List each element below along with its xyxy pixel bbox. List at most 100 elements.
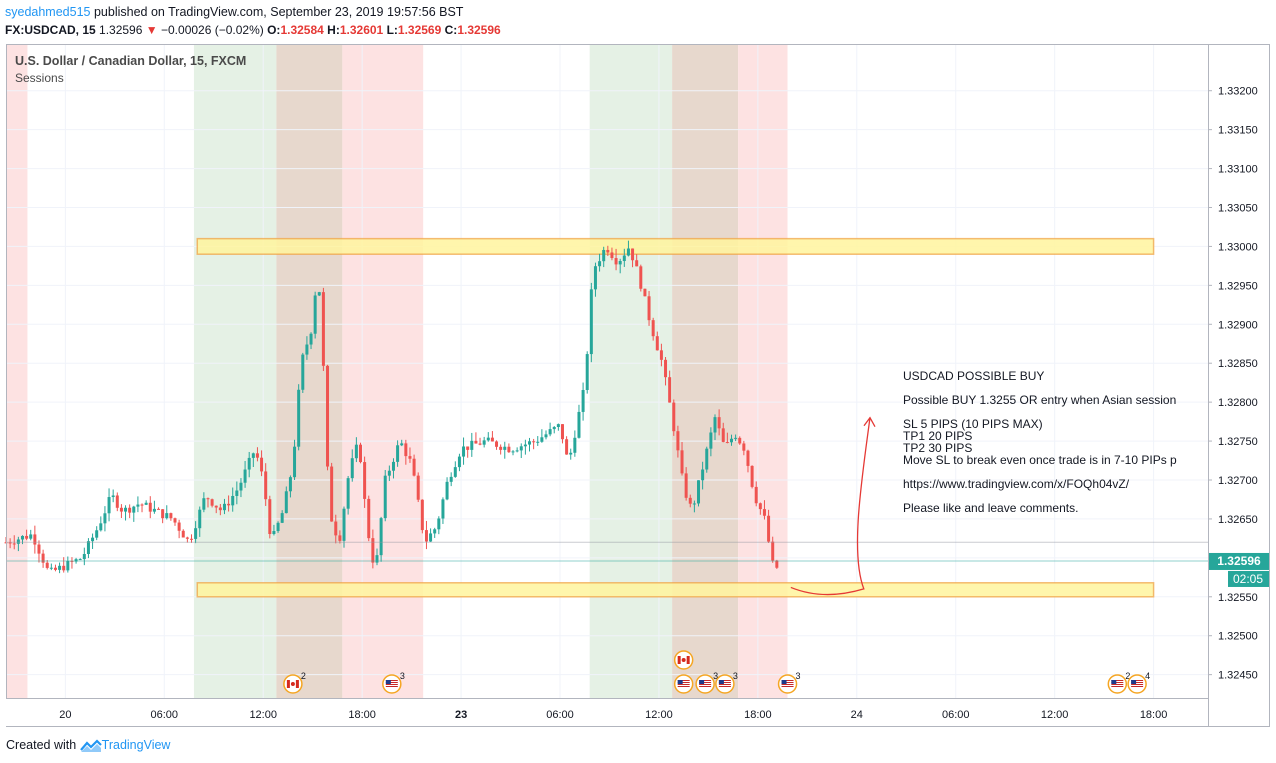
candle-body [169, 513, 173, 519]
flag-stripe [718, 684, 731, 685]
candle-body [565, 439, 569, 455]
flag-stripe [781, 682, 794, 683]
change-arrow-icon: ▼ [145, 23, 158, 37]
x-tick-label: 18:00 [1140, 709, 1168, 721]
candle-body [194, 528, 198, 539]
candle-body [210, 499, 214, 506]
flag-stripe [385, 682, 398, 683]
candle-body [639, 266, 643, 289]
candle-body [713, 417, 717, 433]
candle-body [165, 513, 169, 519]
candle-body [556, 424, 560, 428]
candle-body [404, 443, 408, 457]
y-tick-label: 1.32700 [1218, 475, 1258, 487]
flag-stripe [1111, 684, 1124, 685]
candle-body [330, 466, 334, 522]
candle-body [738, 437, 742, 444]
candle-body [379, 518, 383, 556]
flag-stripe [677, 686, 690, 687]
note-line-2: SL 5 PIPS (10 PIPS MAX) [903, 417, 1043, 431]
x-tick-label: 18:00 [348, 709, 376, 721]
last-price-tag [1209, 552, 1269, 570]
candle-body [33, 534, 37, 545]
flag-stripe [781, 684, 794, 685]
symbol-info: FX:USDCAD, 15 1.32596 ▼ −0.00026 (−0.02%… [5, 22, 501, 38]
candle-body [346, 478, 350, 509]
candle-body [622, 255, 626, 262]
us-flag-icon[interactable]: 3 [382, 671, 405, 694]
candle-body [618, 261, 622, 265]
candle-body [424, 530, 428, 542]
candle-body [297, 389, 301, 447]
candle-body [647, 296, 651, 321]
session-ny [342, 44, 424, 698]
flag-stripe [699, 684, 712, 685]
canada-flag-icon[interactable] [673, 650, 694, 670]
us-flag-icon[interactable]: 3 [715, 671, 738, 694]
candle-body [560, 424, 564, 440]
candle-body [321, 292, 325, 366]
candle-body [573, 437, 577, 453]
time-axis[interactable]: 20 06:00 12:00 18:00 23 06:00 12:00 18:00 24 06:0… [59, 709, 1167, 721]
zone-resistance[interactable] [196, 237, 1155, 255]
symbol-name: FX:USDCAD, 15 [5, 23, 96, 37]
projection-curve[interactable] [790, 417, 871, 596]
flag-stripe [699, 682, 712, 683]
x-tick-label: 06:00 [151, 709, 179, 721]
legend-title: U.S. Dollar / Canadian Dollar, 15, FXCM [15, 54, 246, 68]
candle-body [631, 248, 635, 261]
session-overlap [276, 44, 343, 698]
price-axis[interactable]: 1.324501.325001.325501.326001.326501.327… [1208, 86, 1258, 682]
candle-body [136, 504, 140, 507]
tradingview-brand-link[interactable]: TradingView [101, 738, 171, 752]
candle-body [598, 261, 602, 267]
us-flag-icon[interactable]: 3 [777, 671, 801, 694]
flag-stripe [385, 684, 398, 685]
y-tick-label: 1.32650 [1218, 514, 1258, 526]
candle-body [750, 465, 754, 487]
price-zones[interactable] [196, 237, 1155, 598]
legend-indicator[interactable]: Sessions [15, 71, 64, 85]
candle-body [350, 458, 354, 479]
event-count: 2 [301, 671, 306, 681]
flag-stripe [781, 686, 794, 687]
candle-body [231, 495, 235, 506]
candle-body [495, 441, 499, 447]
candle-body [709, 432, 713, 449]
y-tick-label: 1.32950 [1218, 280, 1258, 292]
flag-stripe [677, 682, 690, 683]
candle-body [264, 471, 268, 500]
us-flag-icon[interactable]: 3 [695, 671, 718, 694]
candle-body [78, 559, 82, 561]
candle-body [152, 508, 156, 512]
candle-body [243, 469, 247, 483]
us-flag-icon[interactable] [673, 674, 694, 694]
us-flag-icon[interactable]: 4 [1127, 671, 1150, 694]
candle-body [540, 437, 544, 442]
flag-stripe [718, 682, 731, 683]
candle-body [692, 503, 696, 505]
canada-flag-icon[interactable]: 2 [283, 671, 306, 694]
flag-stripe [1111, 686, 1124, 687]
candle-body [651, 320, 655, 337]
economic-events[interactable]: 2 3 3 3 3 2 4 [283, 650, 1150, 694]
candle-body [441, 499, 445, 519]
zone-support[interactable] [196, 582, 1155, 598]
candle-body [375, 555, 379, 563]
candle-body [239, 482, 243, 491]
us-flag-icon[interactable]: 2 [1107, 671, 1130, 694]
candle-body [284, 491, 288, 514]
session-ny [738, 44, 788, 698]
candle-body [140, 504, 144, 506]
candle-body [358, 444, 362, 463]
note-title: USDCAD POSSIBLE BUY [903, 369, 1044, 383]
candle-body [437, 518, 441, 530]
last-price-tag-value: 1.32596 [1217, 554, 1261, 568]
candle-body [466, 446, 470, 450]
candle-body [74, 559, 78, 562]
flag-canton [718, 680, 724, 684]
author-link[interactable]: syedahmed515 [5, 5, 91, 19]
annotation-note[interactable]: USDCAD POSSIBLE BUY Possible BUY 1.3255 … [903, 369, 1177, 515]
session-overlap [672, 44, 739, 698]
